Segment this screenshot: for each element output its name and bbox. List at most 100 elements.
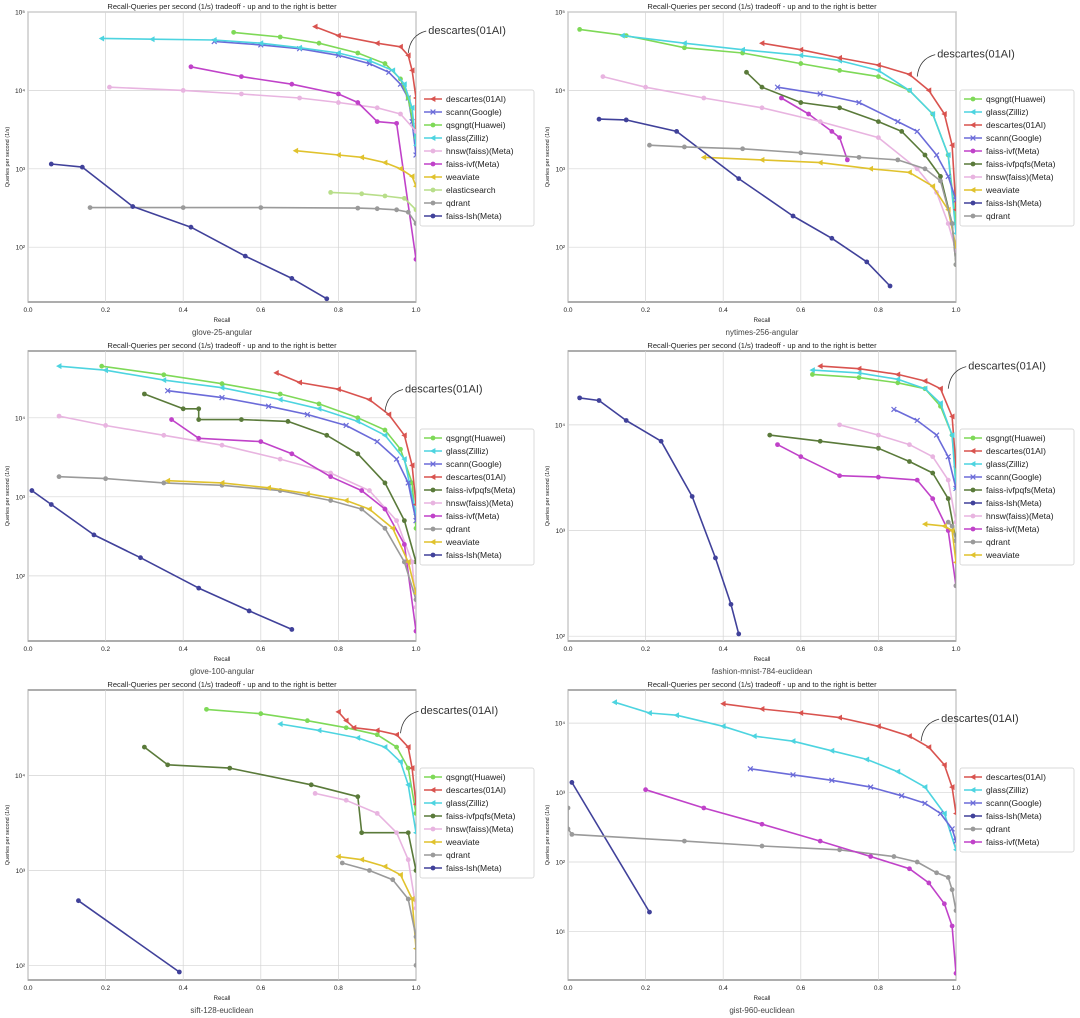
series-weaviate-line [338,855,416,949]
series-glass-zilliz-point [409,104,415,111]
legend-label: faiss-lsh(Meta) [986,198,1042,208]
series-glass-zilliz-point [720,723,726,730]
series-weaviate-point [700,154,707,161]
series-weaviate-point [953,560,956,564]
series-faiss-ivfpqfs-meta [142,391,416,565]
series-hnsw-faiss-meta-line [839,424,956,523]
series-hnsw-faiss-meta-point [945,477,951,483]
series-hnsw-faiss-meta-line [602,75,956,252]
series-scann-google [747,765,956,844]
series-qdrant-point [949,523,955,529]
y-tick-label: 10³ [16,494,26,501]
series-elasticsearch-point [382,193,388,199]
series-hnsw-faiss-meta-point [398,111,403,117]
chart-gist-960-euclidean: Recall-Queries per second (1/s) tradeoff… [545,680,1075,1015]
legend-label: scann(Google) [446,459,502,469]
series-descartes-01ai [817,363,956,469]
series-faiss-lsh-meta-point [176,969,182,975]
series-qdrant-point [949,221,955,226]
legend-marker [970,174,976,180]
series-faiss-ivfpqfs-meta-point [907,459,912,464]
legend-marker [970,448,976,454]
series-glass-zilliz-point [413,831,416,835]
series-weaviate-point [413,591,416,596]
series-scann-google [164,387,416,524]
series-weaviate [164,477,416,596]
legend-marker [970,800,976,806]
series-faiss-ivfpqfs-meta-point [355,451,361,457]
legend-marker [970,552,976,558]
legend-marker [970,109,976,115]
y-axis-label: Queries per second (1/s) [5,466,11,527]
series-faiss-ivfpqfs-meta-point [413,868,416,873]
chart-caption: sift-128-euclidean [190,1006,253,1015]
series-elasticsearch [328,190,416,213]
series-weaviate-point [381,863,388,870]
series-descartes-01ai [720,700,956,816]
series-hnsw-faiss-meta-point [817,119,823,124]
legend-label: descartes(01AI) [986,120,1046,130]
series-descartes-01ai-point [941,761,947,768]
chart-title: Recall-Queries per second (1/s) tradeoff… [647,2,877,11]
series-descartes-01ai [273,369,416,507]
chart-nytimes-256-angular: Recall-Queries per second (1/s) tradeoff… [545,2,1075,337]
chart-title: Recall-Queries per second (1/s) tradeoff… [107,680,337,689]
series-descartes-01ai [759,40,956,212]
callout-label: descartes(01AI) [420,705,498,717]
legend-marker [430,96,436,102]
series-glass-zilliz-point [945,151,951,158]
legend-label: scann(Google) [986,798,1042,808]
series-scann-google-point [937,810,944,817]
series-descartes-01ai-point [374,727,380,734]
series-faiss-ivf-meta-point [941,901,947,907]
series-qsgngt-huawei-point [99,363,105,369]
series-scann-google-point [829,777,835,784]
series-qdrant-point [56,474,62,480]
series-hnsw-faiss-meta-point [277,456,283,462]
series-hnsw-faiss-meta-point [374,810,380,816]
series-glass-zilliz-point [863,756,870,763]
series-descartes-01ai-point [875,723,881,730]
legend-marker [430,474,436,480]
legend-marker [430,839,436,845]
legend-label: faiss-ivfpqfs(Meta) [446,811,516,821]
legend-box [959,428,1075,566]
series-glass-zilliz-point [389,67,396,74]
series-faiss-ivf-meta-point [779,95,784,101]
series-qdrant-point [945,519,951,525]
series-hnsw-faiss-meta-point [945,221,951,226]
series-hnsw-faiss-meta-point [103,423,108,428]
series-descartes-01ai-point [343,717,349,724]
series-faiss-ivf-meta-point [844,157,850,163]
series-faiss-ivfpqfs-meta-point [324,432,330,438]
y-tick-label: 10⁵ [555,10,565,17]
series-glass-zilliz-point [681,40,687,47]
series-faiss-ivfpqfs-meta-point [142,391,147,397]
series-faiss-lsh-meta-point [829,235,835,241]
series-glass-zilliz-point [751,733,757,740]
series-qsgngt-huawei-point [405,765,411,771]
series-descartes-01ai-point [937,385,943,392]
series-descartes-01ai-point [405,52,411,59]
series-descartes-01ai-point [405,744,411,751]
series-faiss-lsh-meta [596,116,893,289]
series-descartes-01ai-point [296,379,302,386]
series-faiss-ivfpqfs-meta-point [413,559,416,565]
legend-label: qdrant [446,850,471,860]
y-tick-label: 10⁴ [555,88,565,95]
legend-marker [970,135,976,141]
series-weaviate-point [389,525,396,532]
series-faiss-ivf-meta-point [798,454,804,460]
series-glass-zilliz-point [894,768,901,775]
series-qdrant-point [394,207,399,213]
x-tick-label: 0.4 [179,307,188,314]
series-faiss-lsh-meta-point [289,275,295,281]
series-glass-zilliz [619,32,956,236]
series-hnsw-faiss-meta-point [914,166,920,172]
series-faiss-ivf-meta-point [258,439,264,444]
series-qdrant-point [568,805,571,811]
legend-label: qsgngt(Huawei) [446,433,506,443]
series-qdrant-line [342,862,416,966]
x-tick-label: 0.0 [563,646,572,653]
y-tick-label: 10⁴ [15,415,25,422]
